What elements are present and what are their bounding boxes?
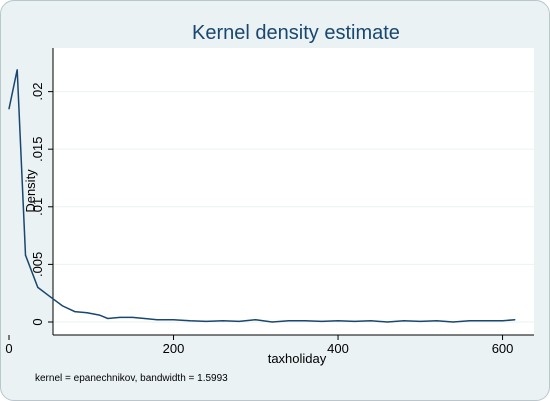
y-tick-label: 0 [30, 318, 45, 325]
density-point [288, 320, 290, 322]
x-tick-label: 200 [163, 341, 185, 356]
density-point [452, 321, 454, 323]
density-point [16, 69, 18, 71]
density-point [156, 319, 158, 321]
y-tick-label: .015 [30, 137, 45, 162]
y-tick-label: .005 [30, 252, 45, 277]
density-point [131, 316, 133, 318]
density-point [74, 311, 76, 313]
density-point [386, 321, 388, 323]
density-point [189, 320, 191, 322]
density-point [501, 320, 504, 322]
density-point [238, 320, 240, 323]
density-point [337, 320, 339, 322]
density-point [144, 317, 146, 320]
density-point [37, 286, 39, 289]
density-point [172, 319, 175, 321]
x-tick-label: 400 [327, 341, 349, 356]
density-point [353, 320, 356, 323]
density-points [8, 69, 516, 323]
density-point [320, 320, 323, 323]
density-point [485, 320, 487, 322]
density-point [119, 316, 121, 318]
density-line [8, 69, 515, 323]
density-point [403, 320, 405, 322]
density-point [8, 108, 10, 110]
density-point [205, 320, 208, 323]
y-tick-label: .02 [30, 83, 45, 101]
density-point [98, 314, 101, 316]
density-point [514, 319, 516, 321]
y-axis-label: Density [23, 169, 38, 213]
density-point [370, 320, 372, 322]
kernel-note: kernel = epanechnikov, bandwidth = 1.599… [35, 373, 228, 384]
density-point [24, 254, 27, 256]
density-point [436, 320, 438, 322]
x-ticks: 0 200 400 600 [5, 335, 513, 356]
plot-area [53, 48, 534, 335]
chart-title: Kernel density estimate [192, 22, 400, 44]
density-point [222, 320, 224, 322]
density-point [86, 312, 88, 314]
y-ticks: 0 .005 .01 .015 .02 [30, 83, 53, 326]
density-point [49, 296, 51, 298]
density-point [61, 305, 64, 307]
density-point [469, 320, 471, 322]
density-point [271, 321, 273, 323]
density-point [107, 317, 109, 320]
x-tick-label: 0 [5, 341, 12, 356]
density-point [419, 320, 421, 323]
density-point [304, 320, 306, 322]
y-tick-label: .01 [30, 198, 45, 216]
x-tick-label: 600 [492, 341, 514, 356]
density-point [255, 319, 257, 321]
x-axis-label: taxholiday [268, 351, 327, 366]
